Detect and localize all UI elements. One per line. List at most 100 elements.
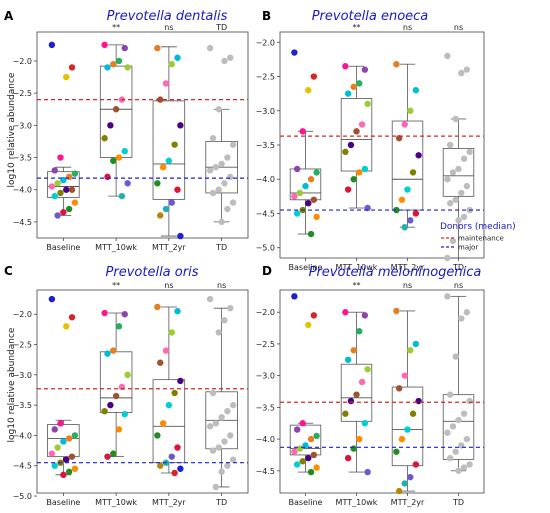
data-point xyxy=(110,157,117,164)
data-point xyxy=(364,468,371,476)
data-point xyxy=(350,445,357,452)
data-point xyxy=(407,107,414,114)
plot-area-c: −2.0 −2.5 −3.0 −3.5 −4.0 −4.5 −5.0 Baseline MTT_… xyxy=(13,281,249,507)
x-tick-label: MTT_10wk xyxy=(336,498,378,507)
data-point xyxy=(101,309,108,317)
data-point xyxy=(60,471,67,479)
data-point xyxy=(466,461,473,468)
data-point xyxy=(101,135,108,142)
data-point xyxy=(344,454,352,462)
legend-item-major: major xyxy=(458,244,478,252)
data-point xyxy=(398,196,406,203)
legend: Donors (median) maintenance major xyxy=(440,222,516,252)
data-point xyxy=(63,73,70,81)
data-point xyxy=(404,186,411,193)
data-point xyxy=(444,429,451,436)
data-point xyxy=(293,426,301,433)
data-point xyxy=(296,189,304,197)
y-tick-label: −3.5 xyxy=(256,403,275,412)
y-tick-label: −4.0 xyxy=(13,431,32,440)
data-point xyxy=(104,173,111,181)
plot-area-a: −2.0 −2.5 −3.0 −3.5 −4.0 −4.5 Baseline MTT_10wk… xyxy=(13,23,249,252)
data-point xyxy=(157,96,164,103)
data-point xyxy=(157,212,164,219)
data-point xyxy=(444,176,451,183)
data-point xyxy=(395,487,403,495)
panel-title-a: Prevotella dentalis xyxy=(107,9,228,24)
x-tick-label: TD xyxy=(215,498,227,507)
data-point xyxy=(154,180,161,187)
data-point xyxy=(350,176,357,183)
box xyxy=(99,351,133,413)
x-tick-label: Baseline xyxy=(289,263,323,272)
data-point xyxy=(221,317,228,324)
data-point xyxy=(466,397,473,405)
data-point xyxy=(215,329,222,336)
data-point xyxy=(452,196,459,203)
data-point xyxy=(110,450,117,457)
y-tick-label: −2.5 xyxy=(256,340,275,349)
data-point xyxy=(364,100,371,108)
data-point xyxy=(221,438,228,445)
data-point xyxy=(71,170,79,177)
data-point xyxy=(452,353,459,360)
data-point xyxy=(115,154,123,161)
data-point xyxy=(455,416,462,424)
data-point xyxy=(307,435,315,443)
data-point xyxy=(356,80,363,87)
significance-label: ** xyxy=(112,281,120,290)
data-point xyxy=(51,462,58,469)
significance-label: ns xyxy=(454,281,463,290)
data-point xyxy=(206,44,214,52)
y-tick-label: −2.0 xyxy=(256,38,275,47)
data-point xyxy=(353,391,360,398)
box xyxy=(391,386,424,467)
panel-label-c: C xyxy=(4,264,13,278)
data-point xyxy=(209,135,217,142)
data-point xyxy=(48,183,56,190)
data-point xyxy=(48,450,56,457)
data-point xyxy=(57,154,64,161)
data-point xyxy=(168,329,175,336)
plot-frame xyxy=(36,31,249,239)
data-point xyxy=(344,90,352,97)
data-point xyxy=(224,154,231,161)
data-point xyxy=(446,141,454,149)
data-point xyxy=(104,453,111,460)
data-point xyxy=(412,210,420,217)
panel-title-b: Prevotella enoeca xyxy=(312,9,429,24)
data-point xyxy=(107,122,114,129)
data-point xyxy=(177,465,184,472)
data-point xyxy=(221,57,228,65)
data-point xyxy=(162,347,170,354)
box xyxy=(442,394,475,460)
data-point xyxy=(60,438,67,445)
data-point xyxy=(350,347,357,354)
data-point xyxy=(460,410,468,417)
data-point xyxy=(229,401,237,409)
data-point xyxy=(57,189,64,197)
y-tick-label: −5.0 xyxy=(13,492,32,501)
data-point xyxy=(115,426,123,433)
data-point xyxy=(229,456,237,463)
data-point xyxy=(460,213,468,221)
data-point xyxy=(310,73,318,80)
data-point xyxy=(463,182,471,190)
data-point xyxy=(215,186,222,193)
data-point xyxy=(466,148,473,156)
data-point xyxy=(460,155,468,162)
panel-title-d: Prevotella meloninogenica xyxy=(309,265,482,280)
data-point xyxy=(444,254,451,262)
data-point xyxy=(449,169,457,176)
data-point xyxy=(446,454,454,462)
data-point xyxy=(227,432,234,439)
panel-d: D Prevotella meloninogenica −2.0 −2.5 −3.0… xyxy=(256,264,485,507)
plot-area-b: −2.0 −2.5 −3.0 −3.5 −4.0 −4.5 −5.0 Baseline MTT_… xyxy=(256,23,485,272)
data-point xyxy=(449,423,457,430)
data-point xyxy=(215,106,222,113)
box xyxy=(289,168,322,201)
data-point xyxy=(206,167,214,174)
box xyxy=(391,120,424,211)
data-point xyxy=(171,469,178,477)
data-point xyxy=(305,87,312,94)
